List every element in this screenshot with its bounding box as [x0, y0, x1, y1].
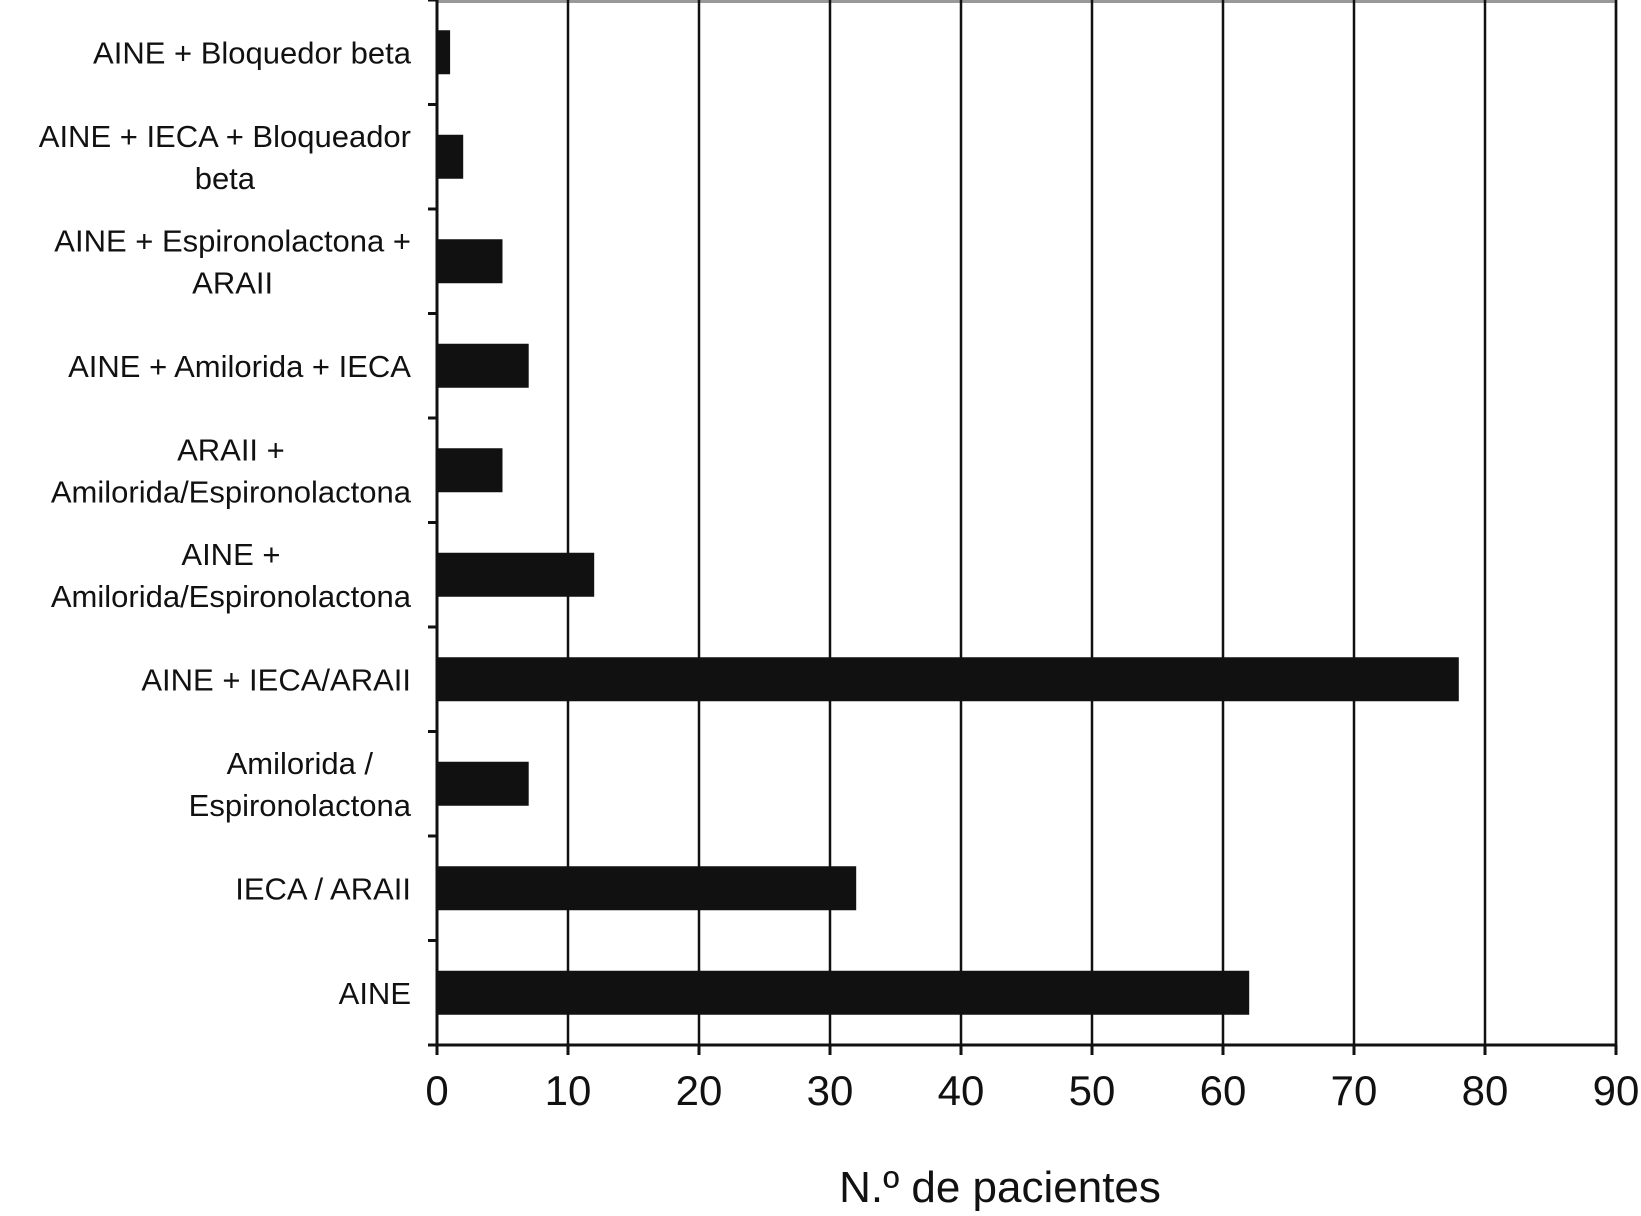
category-labels: AINE + Bloquedor beta AINE + IECA + Bloqu… — [39, 35, 412, 1011]
x-tick-label-90: 90 — [1593, 1067, 1640, 1114]
category-label-2: AINE + Espironolactona + ARAII — [54, 223, 411, 300]
bar-0 — [437, 30, 451, 75]
category-label-line: AINE + Amilorida + IECA — [68, 349, 411, 384]
category-label-line: Amilorida/Espironolactona — [51, 579, 412, 614]
category-label-line: AINE + Bloquedor beta — [93, 35, 412, 70]
category-label-line: AINE + — [181, 537, 280, 572]
x-tick-label-80: 80 — [1462, 1067, 1509, 1114]
bar-5 — [437, 552, 595, 597]
category-label-8: IECA / ARAII — [235, 871, 411, 906]
x-tick-label-60: 60 — [1200, 1067, 1247, 1114]
bar-4 — [437, 448, 503, 493]
category-label-line: Espironolactona — [189, 788, 412, 823]
bar-7 — [437, 761, 529, 806]
x-axis-title: N.º de pacientes — [839, 1163, 1161, 1212]
category-label-3: AINE + Amilorida + IECA — [68, 349, 411, 384]
bar-1 — [437, 134, 464, 179]
category-label-0: AINE + Bloquedor beta — [93, 35, 412, 70]
bar-6 — [437, 657, 1459, 702]
category-label-line: Amilorida/Espironolactona — [51, 474, 412, 509]
bar-3 — [437, 343, 529, 388]
category-label-line: AINE — [339, 976, 411, 1011]
gridlines — [566, 0, 1618, 1045]
x-tick-label-30: 30 — [807, 1067, 854, 1114]
category-label-line: ARAII — [192, 265, 273, 300]
category-label-5: AINE + Amilorida/Espironolactona — [51, 537, 412, 614]
bar-8 — [437, 866, 857, 911]
category-label-9: AINE — [339, 976, 411, 1011]
x-tick-label-20: 20 — [676, 1067, 723, 1114]
category-label-line: Amilorida / — [227, 746, 374, 781]
category-label-line: AINE + IECA + Bloqueador — [39, 119, 411, 154]
x-tick-label-40: 40 — [938, 1067, 985, 1114]
x-tick-label-50: 50 — [1069, 1067, 1116, 1114]
category-label-line: IECA / ARAII — [235, 871, 411, 906]
category-label-line: beta — [195, 161, 256, 196]
category-label-line: AINE + IECA/ARAII — [141, 662, 411, 697]
bars — [437, 30, 1459, 1015]
category-label-7: Amilorida / Espironolactona — [189, 746, 412, 823]
axes — [428, 0, 1618, 1055]
x-tick-label-70: 70 — [1331, 1067, 1378, 1114]
category-label-line: AINE + Espironolactona + — [54, 223, 411, 258]
x-tick-label-10: 10 — [545, 1067, 592, 1114]
bar-9 — [437, 970, 1250, 1015]
category-label-line: ARAII + — [177, 432, 285, 467]
x-tick-label-0: 0 — [425, 1067, 448, 1114]
bar-2 — [437, 239, 503, 284]
category-label-4: ARAII + Amilorida/Espironolactona — [51, 432, 412, 509]
category-label-1: AINE + IECA + Bloqueador beta — [39, 119, 411, 196]
category-label-6: AINE + IECA/ARAII — [141, 662, 411, 697]
x-tick-labels: 0 10 20 30 40 50 60 70 80 90 — [425, 1067, 1639, 1114]
